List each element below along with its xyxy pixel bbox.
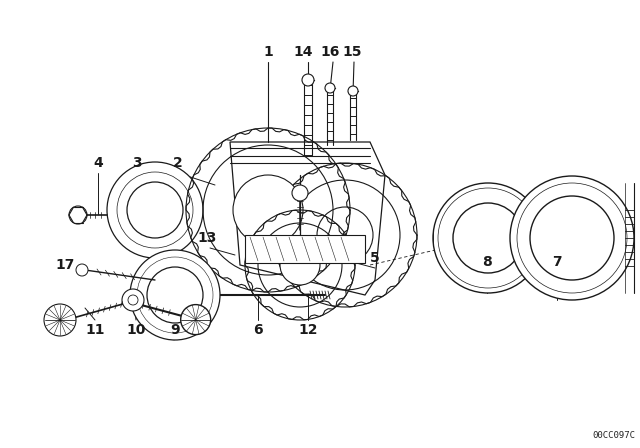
- Text: 12: 12: [298, 323, 317, 337]
- Circle shape: [302, 74, 314, 86]
- Text: 3: 3: [132, 156, 142, 170]
- Text: 15: 15: [342, 45, 362, 59]
- Text: 9: 9: [170, 323, 180, 337]
- Circle shape: [348, 86, 358, 96]
- Circle shape: [76, 264, 88, 276]
- Circle shape: [530, 196, 614, 280]
- Text: 2: 2: [173, 156, 183, 170]
- Text: 7: 7: [552, 255, 562, 269]
- Circle shape: [510, 176, 634, 300]
- Circle shape: [317, 207, 373, 263]
- Circle shape: [128, 295, 138, 305]
- Polygon shape: [230, 142, 385, 295]
- Circle shape: [453, 203, 523, 273]
- Circle shape: [280, 245, 320, 285]
- Circle shape: [44, 304, 76, 336]
- Circle shape: [325, 83, 335, 93]
- Circle shape: [180, 305, 211, 335]
- Circle shape: [147, 267, 203, 323]
- Text: 00CC097C: 00CC097C: [592, 431, 635, 440]
- Text: 5: 5: [370, 251, 380, 265]
- Text: 11: 11: [85, 323, 105, 337]
- Circle shape: [107, 162, 203, 258]
- Circle shape: [122, 289, 144, 311]
- Text: 1: 1: [263, 45, 273, 59]
- Circle shape: [69, 206, 87, 224]
- Circle shape: [233, 175, 303, 245]
- Bar: [245, 235, 365, 263]
- Text: 14: 14: [293, 45, 313, 59]
- Text: 17: 17: [55, 258, 75, 272]
- Circle shape: [292, 185, 308, 201]
- Text: 4: 4: [93, 156, 103, 170]
- Circle shape: [130, 250, 220, 340]
- Text: 13: 13: [197, 231, 217, 245]
- Text: 6: 6: [253, 323, 263, 337]
- Circle shape: [433, 183, 543, 293]
- Text: 16: 16: [320, 45, 340, 59]
- Text: 8: 8: [482, 255, 492, 269]
- Circle shape: [127, 182, 183, 238]
- Text: 10: 10: [126, 323, 146, 337]
